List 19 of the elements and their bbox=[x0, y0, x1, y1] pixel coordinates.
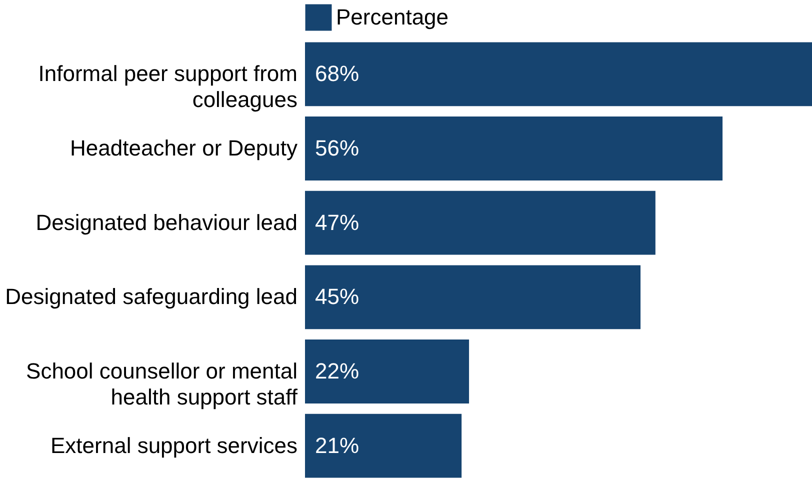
bar bbox=[305, 190, 656, 255]
bar bbox=[305, 265, 641, 330]
data-label: 45% bbox=[315, 284, 360, 310]
y-tick-label: Designated behaviour lead bbox=[36, 210, 298, 235]
data-label: 56% bbox=[315, 136, 360, 160]
y-tick-label: External support services bbox=[50, 432, 298, 458]
data-label: 68% bbox=[315, 61, 360, 86]
bar bbox=[305, 42, 812, 106]
data-label: 22% bbox=[315, 358, 360, 384]
y-tick-label: School counsellor or mental health support staff bbox=[26, 358, 298, 410]
data-label: 21% bbox=[315, 432, 360, 458]
legend-label: Percentage bbox=[336, 4, 449, 30]
data-label: 47% bbox=[315, 210, 360, 235]
bar bbox=[305, 414, 462, 478]
bar bbox=[305, 116, 723, 180]
y-tick-label: Headteacher or Deputy bbox=[70, 136, 298, 160]
bar bbox=[305, 340, 470, 404]
y-tick-label: Designated safeguarding lead bbox=[5, 284, 298, 310]
y-tick-label: Informal peer support from colleagues bbox=[38, 61, 298, 112]
